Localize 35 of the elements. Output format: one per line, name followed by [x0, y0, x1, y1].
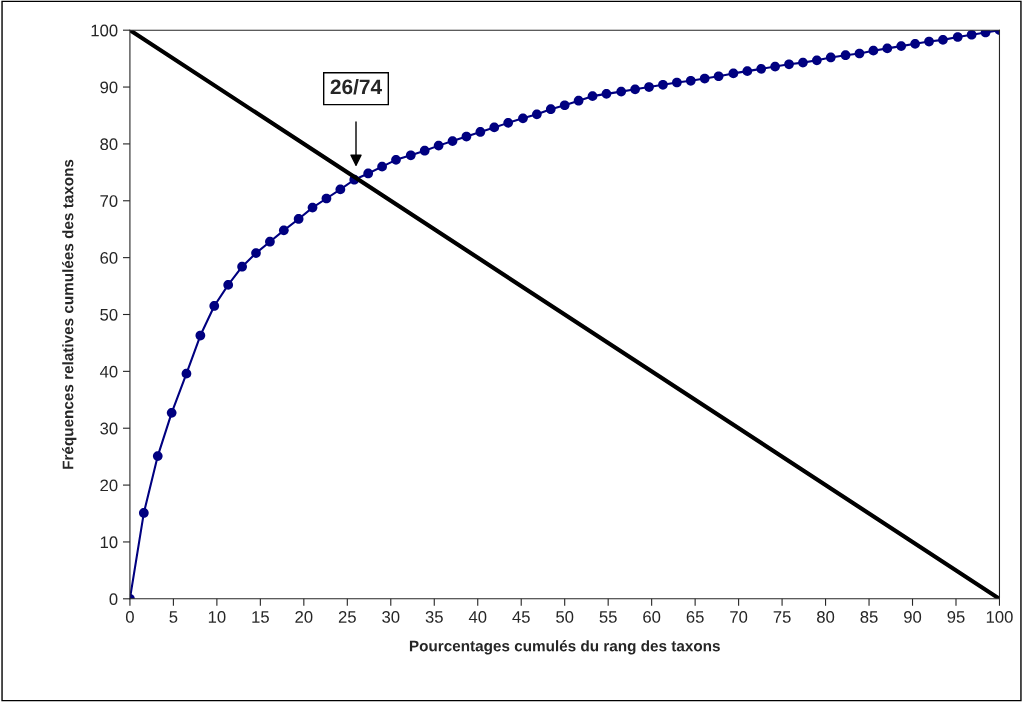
annotation: 26/74: [330, 79, 382, 95]
y-tick-label: 60: [100, 252, 118, 264]
x-tick-label: 70: [730, 611, 748, 623]
x-tick-label: 5: [169, 611, 178, 623]
y-tick-label: 0: [109, 593, 118, 606]
y-tick-label: 10: [100, 536, 118, 549]
x-tick-label: 35: [425, 611, 443, 623]
x-tick-label: 65: [686, 611, 704, 623]
x-tick-label: 100: [986, 611, 1013, 623]
x-tick-label: 55: [599, 611, 617, 623]
y-axis-title: Fréquences relatives cumulées des taxons: [62, 159, 77, 469]
x-tick-label: 80: [817, 611, 835, 623]
x-tick-label: 50: [556, 611, 574, 623]
x-tick-label: 75: [773, 611, 791, 623]
y-tick-label: 20: [100, 479, 118, 492]
y-tick-label: 30: [100, 422, 118, 435]
x-tick-label: 30: [382, 611, 400, 623]
x-tick-label: 60: [643, 611, 661, 623]
x-tick-label: 40: [468, 611, 487, 623]
x-tick-label: 45: [512, 611, 530, 623]
x-tick-label: 15: [252, 611, 269, 623]
x-tick-label: 10: [208, 611, 226, 623]
y-tick-label: 80: [100, 138, 118, 151]
x-tick-label: 85: [860, 611, 878, 623]
x-tick-label: 25: [338, 611, 356, 623]
x-tick-label: 20: [295, 611, 313, 623]
x-axis-title: Pourcentages cumulés du rang des taxons: [409, 640, 720, 655]
x-tick-label: 90: [904, 611, 922, 623]
x-tick-label: 95: [947, 611, 965, 623]
y-tick-label: 70: [100, 195, 118, 207]
x-tick-label: 0: [125, 611, 134, 623]
y-tick-label: 50: [100, 308, 118, 321]
y-tick-label: 40: [99, 365, 118, 378]
y-tick-label: 100: [91, 24, 118, 37]
y-tick-label: 90: [100, 81, 118, 94]
